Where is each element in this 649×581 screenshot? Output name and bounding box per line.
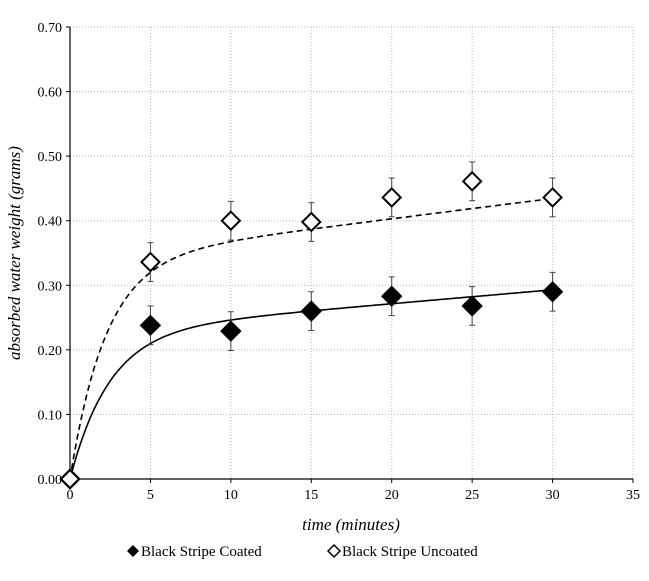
- data-point-uncoated: [381, 187, 403, 208]
- x-tick-label: 20: [385, 488, 399, 503]
- data-point-uncoated: [461, 170, 483, 192]
- y-tick-label: 0.50: [38, 150, 63, 165]
- data-point-coated: [220, 320, 242, 342]
- data-point-coated: [541, 281, 564, 303]
- y-tick-label: 0.10: [38, 408, 63, 423]
- data-point-uncoated: [300, 211, 322, 233]
- data-point-coated: [381, 285, 403, 307]
- data-point-coated: [300, 300, 322, 322]
- y-tick-label: 0.20: [38, 344, 63, 359]
- data-point-uncoated: [140, 251, 161, 273]
- y-tick-label: 0.60: [38, 86, 63, 101]
- legend-marker-uncoated: [326, 543, 342, 559]
- x-tick-label: 30: [546, 488, 560, 503]
- x-tick-label: 15: [304, 488, 318, 503]
- y-tick-label: 0.30: [38, 279, 63, 294]
- y-tick-label: 0.40: [38, 215, 63, 230]
- legend-label-uncoated: Black Stripe Uncoated: [342, 544, 478, 560]
- legend: Black Stripe Coated Black Stripe Uncoate…: [127, 543, 478, 560]
- y-tick-label: 0.70: [38, 21, 63, 36]
- data-points: [59, 161, 564, 490]
- x-tick-label: 0: [67, 488, 74, 503]
- data-point-coated: [461, 295, 483, 317]
- data-point-uncoated: [220, 210, 242, 232]
- tick-labels: 0.00 0.10 0.20 0.30 0.40 0.50 0.60 0.70 0 5 10 15 20…: [38, 21, 641, 503]
- x-axis-label: time (minutes): [302, 515, 400, 534]
- x-tick-label: 10: [224, 488, 238, 503]
- legend-marker-coated: [127, 545, 139, 557]
- y-tick-label: 0.00: [38, 473, 63, 488]
- legend-label-coated: Black Stripe Coated: [141, 544, 262, 560]
- data-point-uncoated: [59, 468, 81, 490]
- y-axis-label: absorbed water weight (grams): [5, 146, 24, 360]
- data-point-uncoated: [542, 187, 563, 208]
- axes: [66, 26, 634, 483]
- x-tick-label: 25: [465, 488, 479, 503]
- data-point-coated: [139, 314, 162, 337]
- x-tick-label: 5: [147, 488, 154, 503]
- grid: [70, 26, 634, 479]
- x-tick-label: 35: [626, 488, 640, 503]
